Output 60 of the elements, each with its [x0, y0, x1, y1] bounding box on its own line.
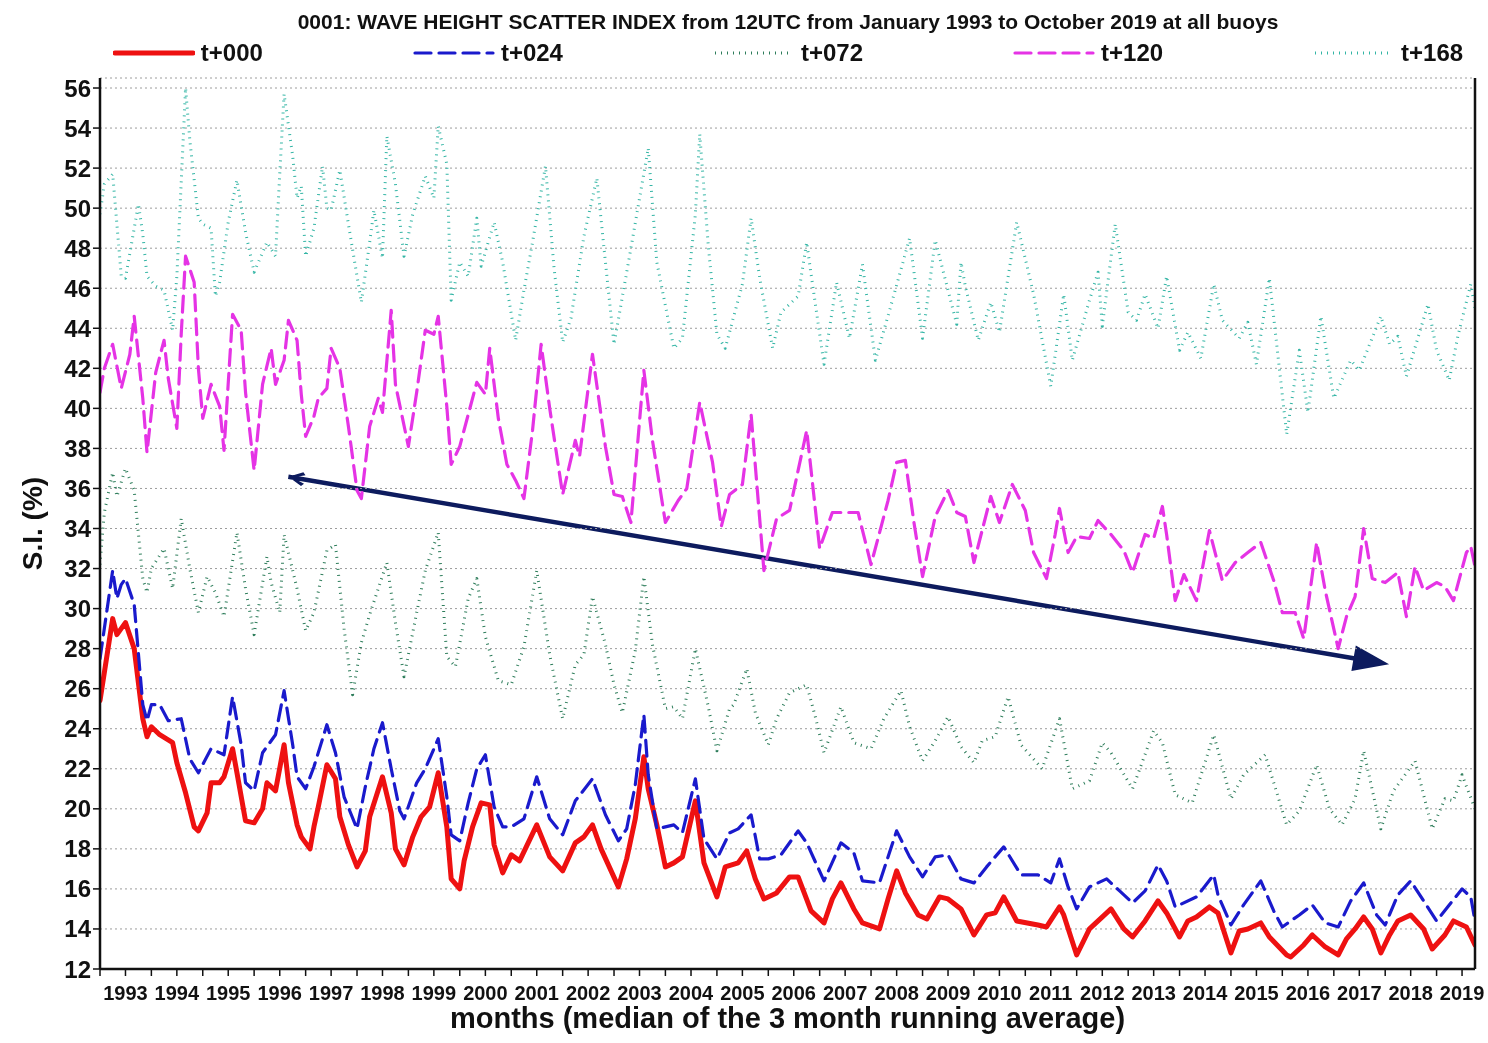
x-tick-label: 2008 [874, 982, 919, 1004]
y-tick-label: 52 [64, 154, 91, 182]
x-tick-label: 2015 [1234, 982, 1279, 1004]
x-tick-label: 2013 [1131, 982, 1176, 1004]
x-tick-label: 2004 [668, 982, 715, 1004]
x-tick-label: 1998 [360, 982, 405, 1004]
x-tick-label: 2011 [1029, 982, 1073, 1004]
line-series [100, 254, 1475, 651]
y-tick-label: 50 [64, 194, 91, 222]
y-tick-label: 44 [64, 314, 92, 342]
x-tick-label: 1997 [308, 982, 354, 1004]
x-tick-label: 2009 [925, 982, 971, 1004]
y-tick-label: 42 [64, 354, 91, 382]
x-tick-label: 1994 [154, 982, 200, 1004]
x-tick-label: 2010 [977, 982, 1022, 1004]
line-series [100, 568, 1475, 929]
y-tick-label: 26 [64, 675, 91, 703]
x-tick-label: 2007 [822, 982, 868, 1004]
y-tick-label: 38 [64, 434, 91, 462]
x-tick-label: 2014 [1182, 982, 1229, 1004]
x-tick-label: 1995 [205, 982, 251, 1004]
y-tick-label: 30 [64, 595, 91, 623]
y-axis-title: S.I. (%) [16, 476, 48, 571]
legend-label: t+168 [1401, 39, 1464, 67]
x-tick-label: 2012 [1080, 982, 1125, 1004]
y-tick-label: 54 [64, 114, 92, 142]
legend-label: t+000 [200, 39, 263, 67]
y-tick-label: 16 [64, 875, 91, 903]
x-tick-label: 2002 [565, 982, 611, 1004]
x-axis-title: months (median of the 3 month running average) [449, 1002, 1126, 1034]
y-tick-label: 48 [64, 234, 91, 262]
y-tick-label: 22 [64, 755, 91, 783]
y-tick-label: 46 [64, 274, 91, 302]
y-tick-label: 28 [64, 635, 91, 663]
x-tick-label: 2019 [1439, 982, 1485, 1004]
legend-label: t+072 [800, 39, 864, 67]
y-tick-label: 20 [64, 795, 91, 823]
y-tick-label: 36 [64, 474, 91, 502]
y-tick-label: 56 [64, 74, 91, 102]
chart-title: 0001: WAVE HEIGHT SCATTER INDEX from 12UTC from January 1993 to October 2019 at all buoys [296, 9, 1280, 35]
y-tick-label: 34 [64, 515, 92, 543]
x-tick-label: 2001 [514, 982, 559, 1004]
x-tick-label: 2003 [617, 982, 662, 1004]
x-tick-label: 2016 [1285, 982, 1331, 1004]
y-tick-label: 40 [64, 394, 91, 422]
x-tick-label: 2006 [771, 982, 817, 1004]
x-tick-label: 2005 [720, 982, 765, 1004]
x-tick-label: 1996 [257, 982, 302, 1004]
x-tick-label: 1993 [103, 982, 148, 1004]
y-tick-label: 12 [64, 955, 91, 983]
y-tick-label: 14 [64, 915, 92, 943]
y-tick-label: 24 [64, 715, 92, 743]
x-tick-label: 1999 [411, 982, 457, 1004]
x-tick-label: 2000 [463, 982, 508, 1004]
x-tick-label: 2017 [1337, 982, 1382, 1004]
y-tick-label: 18 [64, 835, 91, 863]
legend-label: t+024 [500, 39, 563, 67]
x-tick-label: 2018 [1388, 982, 1433, 1004]
y-tick-label: 32 [64, 555, 91, 583]
legend-label: t+120 [1101, 39, 1164, 67]
